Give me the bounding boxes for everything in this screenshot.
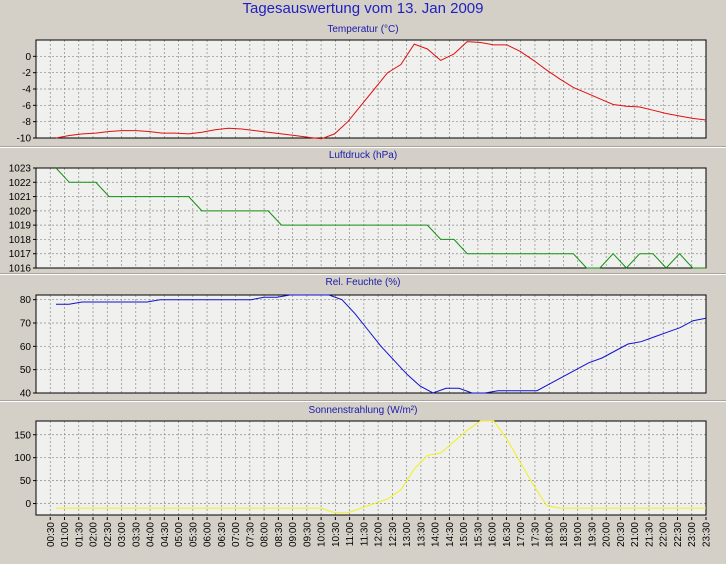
panel-divider: [0, 400, 726, 402]
x-tick-label: 10:30: [331, 522, 342, 547]
x-tick-label: 03:00: [117, 522, 128, 547]
x-tick-label: 12:30: [388, 522, 399, 547]
temperature-chart: 0 -2 -4 -6 -8 -10: [17, 39, 707, 143]
x-tick-label: 17:30: [530, 522, 541, 547]
x-tick-label: 00:30: [46, 522, 57, 547]
plot-area: [36, 168, 706, 268]
y-tick-label: 50: [20, 365, 32, 376]
plot-frame: [35, 420, 707, 516]
y-tick-label: 1016: [9, 264, 32, 273]
humidity-chart: 80 70 60 50 40: [20, 294, 707, 400]
plot-area: [36, 295, 706, 393]
y-tick-label: 1021: [9, 192, 32, 203]
y-tick-label: -8: [22, 117, 31, 128]
plot-area: [36, 421, 706, 515]
x-tick-label: 08:00: [260, 522, 271, 547]
x-tick-label: 12:00: [374, 522, 385, 547]
x-tick-label: 18:30: [559, 522, 570, 547]
x-tick-label: 07:30: [245, 522, 256, 547]
y-tick-label: 100: [14, 453, 31, 464]
x-tick-label: 23:00: [687, 522, 698, 547]
y-tick-label: -6: [22, 101, 31, 112]
y-tick-label: -4: [22, 85, 31, 96]
radiation-chart: 150 100 50 0: [14, 420, 707, 516]
plot-frame: [35, 39, 707, 139]
pressure-chart-title: Luftdruck (hPa): [328, 150, 398, 161]
x-tick-label: 11:00: [345, 522, 356, 547]
x-tick-label: 13:00: [402, 522, 413, 547]
y-tick-label: 0: [25, 499, 31, 510]
temperature-chart-title: Temperatur (°C): [327, 24, 399, 35]
pressure-chart: 1023 1022 1021 1020 1019 1018 1017 1016: [9, 164, 707, 273]
x-tick-label: 17:00: [516, 522, 527, 547]
x-tick-label: 20:30: [616, 522, 627, 547]
x-tick-label: 19:30: [587, 522, 598, 547]
series-line: [55, 167, 706, 269]
x-tick-label: 20:00: [602, 522, 613, 547]
y-tick-label: 1022: [9, 178, 32, 189]
x-tick-label: 06:00: [203, 522, 214, 547]
series-line: [56, 420, 706, 514]
x-tick-label: 09:30: [302, 522, 313, 547]
y-tick-label: 1017: [9, 249, 32, 260]
x-tick-label: 15:30: [473, 522, 484, 547]
page-title: Tagesauswertung vom 13. Jan 2009: [242, 0, 484, 17]
y-tick-label: -2: [22, 68, 31, 79]
plot-frame: [35, 294, 707, 394]
x-tick-label: 15:00: [459, 522, 470, 547]
x-tick-label: 14:30: [445, 522, 456, 547]
plot-area: [36, 40, 706, 138]
humidity-chart-title: Rel. Feuchte (%): [325, 277, 401, 288]
series-line: [55, 41, 707, 140]
y-tick-label: -10: [17, 134, 32, 143]
y-tick-label: 1020: [9, 206, 32, 217]
x-tick-label: 16:00: [488, 522, 499, 547]
x-tick-label: 05:30: [188, 522, 199, 547]
x-tick-label: 06:30: [217, 522, 228, 547]
x-tick-label: 18:00: [545, 522, 556, 547]
x-tick-label: 01:30: [74, 522, 85, 547]
x-tick-label: 01:00: [60, 522, 71, 547]
x-tick-label: 16:30: [502, 522, 513, 547]
x-tick-label: 07:00: [231, 522, 242, 547]
x-tick-label: 13:30: [416, 522, 427, 547]
y-tick-label: 150: [14, 430, 31, 441]
x-tick-label: 04:00: [146, 522, 157, 547]
x-tick-label: 04:30: [160, 522, 171, 547]
y-tick-label: 80: [20, 295, 32, 306]
panel-divider: [0, 273, 726, 275]
x-tick-label: 02:30: [103, 522, 114, 547]
y-tick-label: 0: [25, 52, 31, 63]
y-tick-label: 1023: [9, 164, 32, 175]
x-tick-label: 22:00: [659, 522, 670, 547]
x-tick-label: 05:00: [174, 522, 185, 547]
radiation-chart-title: Sonnenstrahlung (W/m²): [308, 405, 418, 416]
series-line: [56, 294, 707, 394]
panel-divider: [0, 146, 726, 148]
time-axis: 00:30 01:00 01:30 02:00 02:30 03:00 03:30 04:00…: [46, 517, 713, 547]
x-tick-label: 09:00: [288, 522, 299, 547]
plot-frame: [35, 167, 707, 269]
y-tick-label: 60: [20, 342, 32, 353]
y-tick-label: 40: [20, 389, 32, 400]
x-tick-label: 21:00: [630, 522, 641, 547]
x-tick-label: 08:30: [274, 522, 285, 547]
x-tick-label: 23:30: [702, 522, 713, 547]
x-tick-label: 22:30: [673, 522, 684, 547]
y-tick-label: 1019: [9, 221, 32, 232]
y-tick-label: 1018: [9, 235, 32, 246]
y-tick-label: 50: [20, 476, 32, 487]
y-tick-label: 70: [20, 319, 32, 330]
x-tick-label: 19:00: [573, 522, 584, 547]
x-tick-label: 10:00: [317, 522, 328, 547]
x-tick-label: 11:30: [359, 522, 370, 547]
x-tick-label: 02:00: [89, 522, 100, 547]
x-tick-label: 14:00: [431, 522, 442, 547]
x-tick-label: 21:30: [644, 522, 655, 547]
x-tick-label: 03:30: [131, 522, 142, 547]
